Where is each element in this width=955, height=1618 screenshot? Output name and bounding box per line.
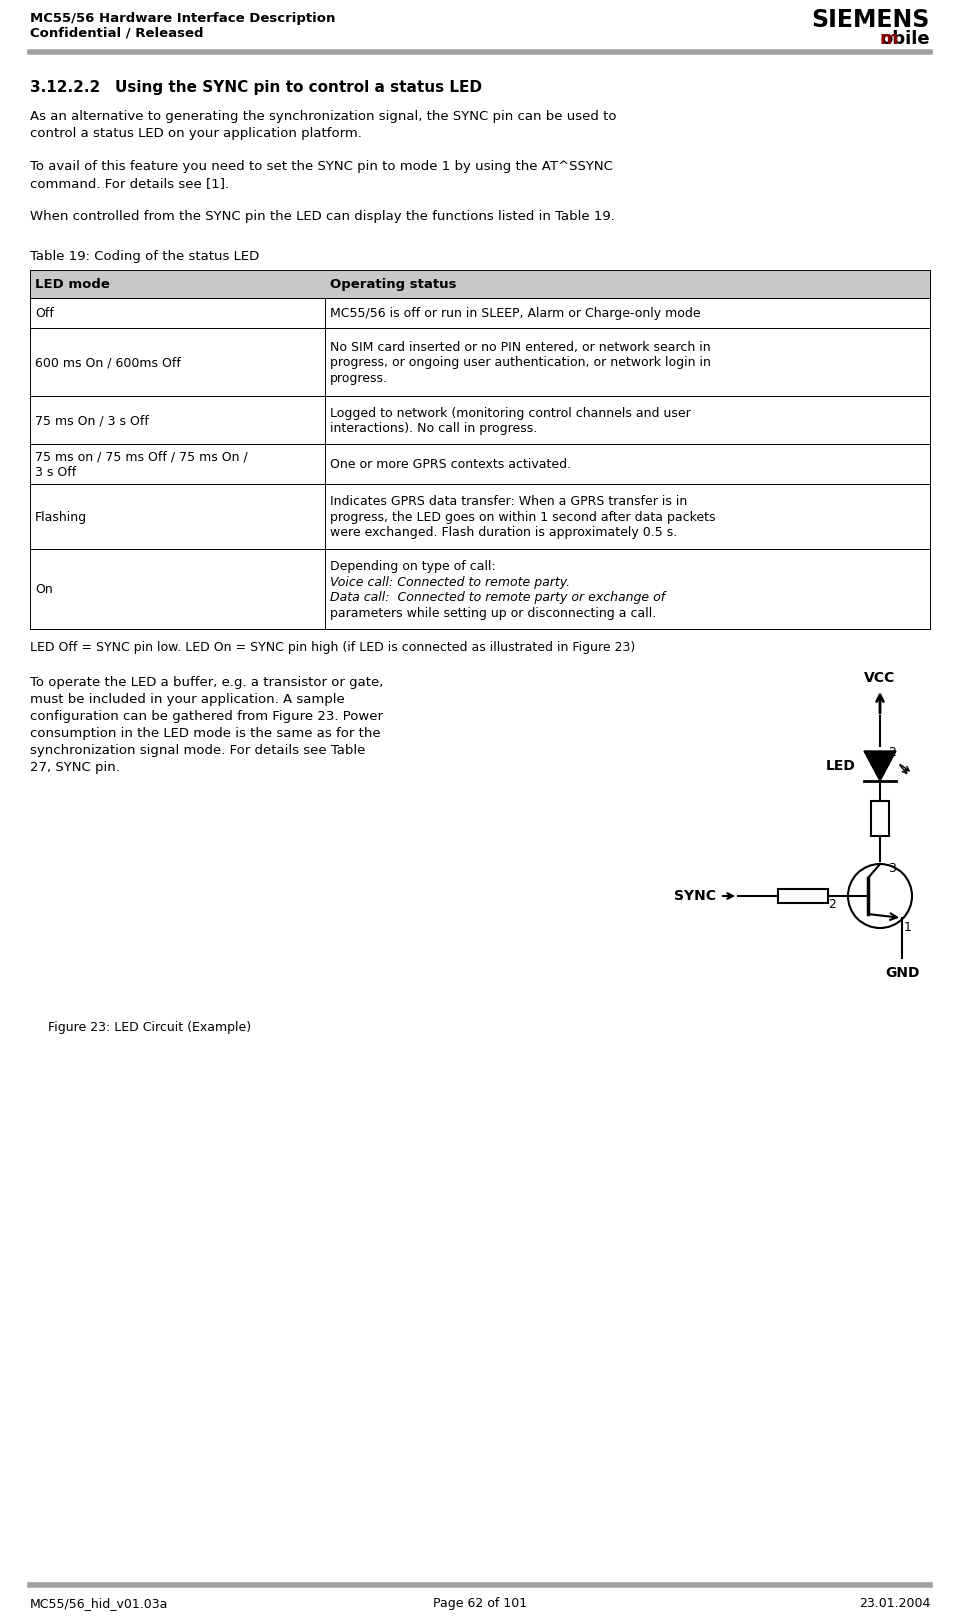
Bar — [30, 443, 930, 484]
Text: obile: obile — [881, 31, 930, 49]
Polygon shape — [864, 751, 896, 781]
Bar — [30, 549, 930, 629]
Text: 3: 3 — [888, 862, 896, 875]
Text: Data call:  Connected to remote party or exchange of: Data call: Connected to remote party or … — [330, 591, 665, 604]
Text: consumption in the LED mode is the same as for the: consumption in the LED mode is the same … — [30, 726, 381, 739]
Text: Confidential / Released: Confidential / Released — [30, 26, 203, 39]
Text: 3.12.2.2: 3.12.2.2 — [30, 79, 100, 95]
Text: Off: Off — [35, 307, 53, 320]
Text: 2: 2 — [888, 746, 896, 759]
Text: VCC: VCC — [864, 671, 896, 684]
Text: parameters while setting up or disconnecting a call.: parameters while setting up or disconnec… — [330, 607, 656, 620]
Text: Operating status: Operating status — [330, 278, 456, 291]
Text: 1: 1 — [904, 921, 912, 934]
Text: 75 ms On / 3 s Off: 75 ms On / 3 s Off — [35, 414, 149, 427]
Text: MC55/56_hid_v01.03a: MC55/56_hid_v01.03a — [30, 1597, 168, 1610]
Text: 75 ms on / 75 ms Off / 75 ms On /: 75 ms on / 75 ms Off / 75 ms On / — [35, 450, 247, 463]
Text: Figure 23: LED Circuit (Example): Figure 23: LED Circuit (Example) — [49, 1021, 251, 1034]
Text: Depending on type of call:: Depending on type of call: — [330, 560, 496, 573]
Text: MC55/56 is off or run in SLEEP, Alarm or Charge-only mode: MC55/56 is off or run in SLEEP, Alarm or… — [330, 307, 701, 320]
Text: Indicates GPRS data transfer: When a GPRS transfer is in: Indicates GPRS data transfer: When a GPR… — [330, 495, 688, 508]
Text: m: m — [880, 31, 898, 49]
Text: control a status LED on your application platform.: control a status LED on your application… — [30, 126, 362, 141]
Text: As an alternative to generating the synchronization signal, the SYNC pin can be : As an alternative to generating the sync… — [30, 110, 617, 123]
Text: interactions). No call in progress.: interactions). No call in progress. — [330, 422, 538, 435]
Bar — [30, 298, 930, 328]
Text: 23.01.2004: 23.01.2004 — [859, 1597, 930, 1610]
Text: To avail of this feature you need to set the SYNC pin to mode 1 by using the AT^: To avail of this feature you need to set… — [30, 160, 613, 173]
Text: No SIM card inserted or no PIN entered, or network search in: No SIM card inserted or no PIN entered, … — [330, 341, 711, 354]
Text: On: On — [35, 582, 53, 597]
Text: progress, or ongoing user authentication, or network login in: progress, or ongoing user authentication… — [330, 356, 711, 369]
Text: LED: LED — [826, 759, 856, 773]
Text: LED mode: LED mode — [35, 278, 110, 291]
Text: Table 19: Coding of the status LED: Table 19: Coding of the status LED — [30, 251, 259, 264]
Text: progress, the LED goes on within 1 second after data packets: progress, the LED goes on within 1 secon… — [330, 511, 715, 524]
Bar — [30, 328, 930, 396]
Text: Using the SYNC pin to control a status LED: Using the SYNC pin to control a status L… — [115, 79, 482, 95]
Text: Flashing: Flashing — [35, 511, 87, 524]
Bar — [30, 484, 930, 549]
Bar — [30, 396, 930, 443]
Text: 600 ms On / 600ms Off: 600 ms On / 600ms Off — [35, 356, 180, 369]
Text: MC55/56 Hardware Interface Description: MC55/56 Hardware Interface Description — [30, 11, 335, 24]
Text: progress.: progress. — [330, 372, 388, 385]
Text: To operate the LED a buffer, e.g. a transistor or gate,: To operate the LED a buffer, e.g. a tran… — [30, 676, 383, 689]
Text: SYNC: SYNC — [674, 888, 716, 903]
Text: One or more GPRS contexts activated.: One or more GPRS contexts activated. — [330, 458, 571, 471]
Text: synchronization signal mode. For details see Table: synchronization signal mode. For details… — [30, 744, 366, 757]
Text: 3 s Off: 3 s Off — [35, 466, 76, 479]
Text: 27, SYNC pin.: 27, SYNC pin. — [30, 760, 120, 773]
Text: 2: 2 — [828, 898, 836, 911]
Text: GND: GND — [884, 966, 920, 981]
Text: Logged to network (monitoring control channels and user: Logged to network (monitoring control ch… — [330, 406, 690, 419]
Text: configuration can be gathered from Figure 23. Power: configuration can be gathered from Figur… — [30, 710, 383, 723]
Text: were exchanged. Flash duration is approximately 0.5 s.: were exchanged. Flash duration is approx… — [330, 526, 677, 539]
Text: Voice call: Connected to remote party.: Voice call: Connected to remote party. — [330, 576, 570, 589]
Bar — [30, 270, 930, 298]
Text: SIEMENS: SIEMENS — [812, 8, 930, 32]
Text: When controlled from the SYNC pin the LED can display the functions listed in Ta: When controlled from the SYNC pin the LE… — [30, 210, 615, 223]
Bar — [778, 888, 828, 903]
Bar — [871, 801, 889, 837]
Text: must be included in your application. A sample: must be included in your application. A … — [30, 693, 345, 705]
Text: command. For details see [1].: command. For details see [1]. — [30, 176, 229, 189]
Text: LED Off = SYNC pin low. LED On = SYNC pin high (if LED is connected as illustrat: LED Off = SYNC pin low. LED On = SYNC pi… — [30, 641, 635, 654]
Text: Page 62 of 101: Page 62 of 101 — [433, 1597, 527, 1610]
